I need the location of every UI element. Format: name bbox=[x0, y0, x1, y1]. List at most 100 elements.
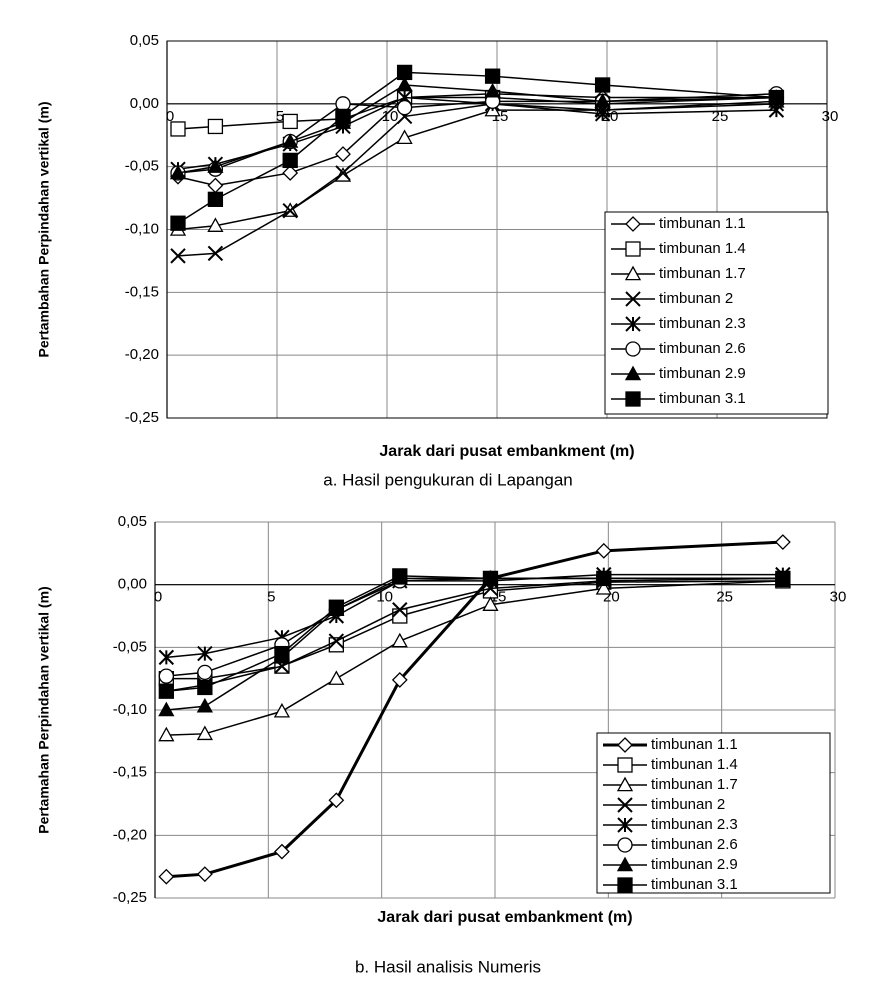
legend-label: timbunan 2.6 bbox=[651, 836, 738, 853]
marker bbox=[207, 158, 224, 173]
marker bbox=[335, 96, 351, 112]
y-tick-label: 0,05 bbox=[130, 32, 159, 49]
marker bbox=[391, 632, 408, 648]
series-line bbox=[166, 580, 783, 736]
legend-label: timbunan 1.4 bbox=[651, 756, 738, 773]
legend-marker bbox=[616, 776, 634, 792]
marker bbox=[169, 164, 187, 180]
legend-label: timbunan 2.3 bbox=[659, 315, 746, 332]
x-tick-label: 5 bbox=[267, 589, 275, 606]
marker bbox=[158, 649, 175, 666]
legend-label: timbunan 1.7 bbox=[659, 265, 746, 282]
legend-marker bbox=[625, 391, 641, 407]
marker bbox=[207, 191, 224, 207]
marker bbox=[595, 542, 612, 559]
legend-marker bbox=[617, 817, 633, 833]
marker bbox=[482, 596, 499, 611]
caption: a. Hasil pengukuran di Lapangan bbox=[323, 470, 573, 489]
x-axis-label: Jarak dari pusat embankment (m) bbox=[377, 909, 632, 926]
legend-marker bbox=[625, 316, 641, 332]
legend-marker bbox=[617, 837, 633, 853]
legend-label: timbunan 2.9 bbox=[659, 365, 746, 382]
marker bbox=[396, 129, 413, 145]
x-tick-label: 30 bbox=[822, 108, 839, 125]
y-tick-label: -0,10 bbox=[125, 220, 159, 237]
marker bbox=[328, 670, 345, 685]
marker bbox=[207, 177, 224, 194]
y-axis-label: Pertamahan Perpindahan vertikal (m) bbox=[36, 586, 52, 833]
y-tick-label: -0,15 bbox=[113, 764, 147, 781]
marker bbox=[392, 602, 408, 618]
marker bbox=[282, 165, 299, 181]
x-tick-label: 25 bbox=[712, 108, 729, 125]
series-line bbox=[177, 93, 777, 187]
legend-label: timbunan 2.6 bbox=[659, 340, 746, 357]
legend-marker bbox=[625, 291, 641, 307]
marker bbox=[282, 152, 298, 169]
y-tick-label: -0,20 bbox=[125, 346, 159, 363]
legend-marker bbox=[617, 797, 633, 813]
series-line bbox=[177, 93, 777, 174]
x-tick-label: 30 bbox=[830, 589, 847, 606]
marker bbox=[197, 645, 213, 662]
legend-label: timbunan 2 bbox=[651, 796, 725, 813]
legend-label: timbunan 2.3 bbox=[651, 816, 738, 833]
y-axis-label: Pertambahan Perpindahan vertikal (m) bbox=[36, 102, 52, 358]
series-line bbox=[166, 575, 783, 692]
marker bbox=[391, 672, 408, 688]
marker bbox=[158, 868, 175, 885]
marker bbox=[775, 570, 791, 587]
marker bbox=[335, 165, 351, 181]
x-tick-label: 0 bbox=[166, 108, 174, 125]
legend-label: timbunan 3.1 bbox=[659, 390, 746, 407]
series-line bbox=[177, 103, 777, 257]
y-tick-label: 0,00 bbox=[130, 95, 159, 112]
x-tick-label: 0 bbox=[154, 589, 162, 606]
marker bbox=[482, 570, 499, 587]
legend-marker bbox=[616, 856, 634, 872]
marker bbox=[335, 108, 351, 125]
marker bbox=[392, 568, 408, 584]
marker bbox=[396, 99, 413, 116]
series-line bbox=[177, 71, 777, 224]
marker bbox=[282, 113, 298, 130]
legend-label: timbunan 2.9 bbox=[651, 856, 738, 873]
marker bbox=[282, 133, 299, 148]
marker bbox=[596, 570, 612, 587]
series-line bbox=[177, 100, 777, 231]
marker bbox=[595, 580, 612, 595]
caption: b. Hasil analisis Numeris bbox=[355, 957, 541, 976]
series-line bbox=[166, 580, 783, 680]
series-line bbox=[177, 96, 777, 130]
legend-box bbox=[596, 732, 831, 894]
marker bbox=[274, 843, 290, 860]
legend-marker bbox=[617, 757, 633, 773]
legend-label: timbunan 2 bbox=[659, 290, 733, 307]
marker bbox=[328, 792, 345, 809]
legend-label: timbunan 3.1 bbox=[651, 876, 738, 893]
marker bbox=[170, 215, 186, 231]
marker bbox=[484, 82, 501, 98]
y-tick-label: -0,25 bbox=[125, 409, 159, 426]
legend-marker bbox=[625, 241, 641, 257]
legend-label: timbunan 1.7 bbox=[651, 776, 738, 793]
marker bbox=[768, 89, 785, 106]
marker bbox=[170, 248, 186, 264]
y-tick-label: 0,00 bbox=[118, 576, 147, 593]
legend-label: timbunan 1.1 bbox=[659, 215, 746, 232]
marker bbox=[594, 92, 611, 108]
legend-label: timbunan 1.4 bbox=[659, 240, 746, 257]
series-line bbox=[166, 540, 783, 879]
marker bbox=[207, 217, 224, 232]
x-tick-label: 10 bbox=[376, 589, 393, 606]
series-line bbox=[177, 84, 777, 174]
legend-marker bbox=[617, 737, 633, 753]
marker bbox=[484, 68, 501, 84]
marker bbox=[196, 697, 213, 713]
y-tick-label: -0,10 bbox=[113, 701, 147, 718]
marker bbox=[207, 118, 224, 135]
marker bbox=[170, 121, 186, 137]
x-tick-label: 25 bbox=[716, 589, 733, 606]
y-tick-label: -0,05 bbox=[113, 638, 147, 655]
